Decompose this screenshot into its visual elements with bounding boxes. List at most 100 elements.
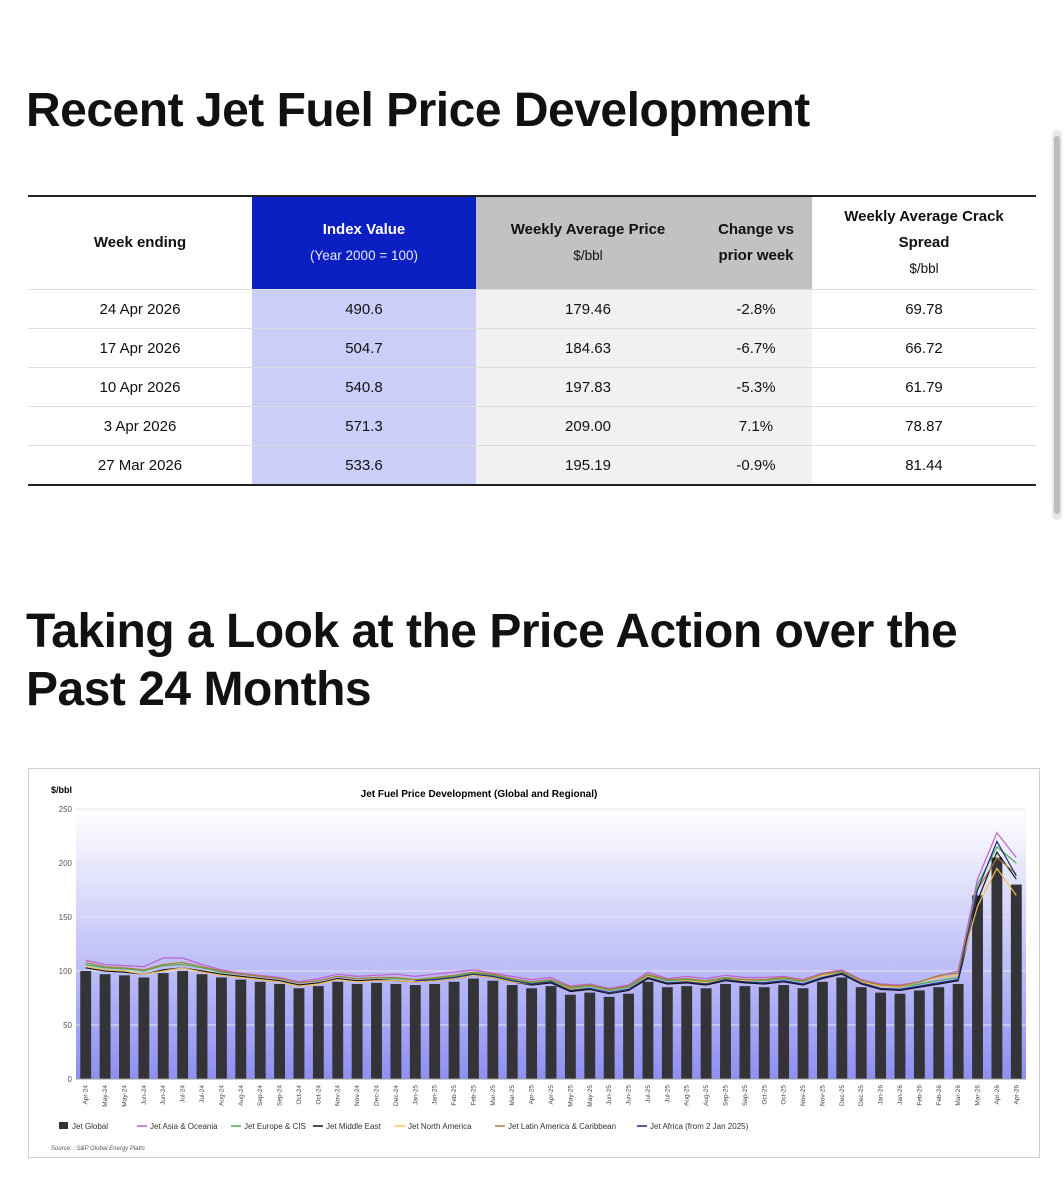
bar xyxy=(913,990,925,1079)
y-tick-label: 0 xyxy=(68,1075,73,1084)
bar xyxy=(933,987,945,1079)
bar xyxy=(526,988,538,1079)
bar xyxy=(138,977,150,1079)
bar xyxy=(429,983,441,1079)
x-tick-label: Apr-26 xyxy=(1013,1085,1020,1105)
table-cell: 571.3 xyxy=(252,406,476,446)
bar xyxy=(506,985,518,1079)
y-axis-label: $/bbl xyxy=(51,785,72,795)
bar xyxy=(603,996,615,1079)
bar xyxy=(196,974,208,1079)
x-tick-label: Jan-26 xyxy=(878,1085,885,1105)
bar xyxy=(80,971,92,1079)
header-cell: Weekly Average Price $/bbl xyxy=(476,196,700,290)
bar xyxy=(875,992,887,1079)
bar xyxy=(1010,884,1022,1079)
x-tick-label: Feb-25 xyxy=(451,1085,458,1106)
bar xyxy=(952,983,964,1079)
table-cell: 78.87 xyxy=(812,406,1036,446)
x-tick-label: Nov-24 xyxy=(335,1085,342,1106)
x-tick-label: Sep-24 xyxy=(277,1085,284,1106)
x-tick-label: Apr-26 xyxy=(994,1085,1001,1105)
x-tick-label: Aug-25 xyxy=(684,1085,691,1106)
x-tick-label: Aug-24 xyxy=(218,1085,225,1106)
x-tick-label: Aug-24 xyxy=(238,1085,245,1106)
series-line xyxy=(85,850,1017,995)
bar xyxy=(545,986,557,1079)
x-tick-label: Jan-25 xyxy=(432,1085,439,1105)
series-line xyxy=(85,831,1017,989)
table-cell: 197.83 xyxy=(476,367,700,407)
x-tick-label: Jun-24 xyxy=(160,1085,167,1105)
table-cell: 533.6 xyxy=(252,445,476,485)
bar xyxy=(661,987,673,1079)
x-tick-label: Jan-25 xyxy=(412,1085,419,1105)
header-cell: Week ending xyxy=(28,196,252,290)
x-tick-label: Mar-25 xyxy=(490,1085,497,1106)
header-title: Week ending xyxy=(93,234,187,251)
x-tick-label: Dec-25 xyxy=(839,1085,846,1106)
x-tick-label: Jul-24 xyxy=(199,1085,206,1103)
x-tick-label: Jun-25 xyxy=(606,1085,613,1105)
y-tick-label: 100 xyxy=(59,967,73,976)
x-tick-label: Aug-25 xyxy=(703,1085,710,1106)
x-tick-label: Jun-25 xyxy=(626,1085,633,1105)
x-tick-label: Jul-24 xyxy=(180,1085,187,1103)
table-cell: 179.46 xyxy=(476,289,700,329)
table-cell: 3 Apr 2026 xyxy=(28,406,252,446)
header-title: Weekly Average Crack Spread xyxy=(844,208,1004,251)
bar xyxy=(991,857,1003,1079)
x-tick-label: May-24 xyxy=(102,1085,109,1107)
bar xyxy=(371,982,382,1079)
header-sub: $/bbl xyxy=(573,248,603,263)
bar xyxy=(778,985,790,1079)
header-title: Change vs prior week xyxy=(718,221,794,264)
chart: Jet Fuel Price Development (Global and R… xyxy=(28,768,1040,1158)
header-row: Week ending Index Value (Year 2000 = 100) W… xyxy=(28,196,1036,290)
header-title: Weekly Average Price xyxy=(510,221,666,238)
y-tick-label: 250 xyxy=(59,805,73,814)
header-cell: Change vs prior week xyxy=(700,196,812,290)
x-tick-label: May-25 xyxy=(587,1085,594,1107)
x-tick-label: Sep-24 xyxy=(257,1085,264,1106)
bar xyxy=(681,986,693,1079)
x-tick-label: Oct-25 xyxy=(761,1085,768,1105)
bar xyxy=(99,974,111,1079)
table-row: 17 Apr 2026 504.7 184.63 -6.7% 66.72 xyxy=(28,328,1036,368)
scroll-thumb[interactable] xyxy=(1054,136,1060,514)
bar xyxy=(409,985,421,1079)
table-row: 27 Mar 2026 533.6 195.19 -0.9% 81.44 xyxy=(28,445,1036,485)
x-tick-label: Jan-26 xyxy=(897,1085,904,1105)
x-tick-label: May-24 xyxy=(121,1085,128,1107)
bar xyxy=(564,994,576,1079)
x-tick-label: Nov-24 xyxy=(354,1085,361,1106)
x-tick-label: Mar-26 xyxy=(975,1085,982,1106)
bar xyxy=(487,980,499,1079)
legend-label: Jet Asia & Oceania xyxy=(150,1122,218,1131)
bar xyxy=(855,987,867,1079)
table-cell: -0.9% xyxy=(700,445,812,485)
table-cell: 69.78 xyxy=(812,289,1036,329)
x-tick-label: Nov-25 xyxy=(819,1085,826,1106)
x-tick-label: Oct-24 xyxy=(315,1085,322,1105)
table-cell: 209.00 xyxy=(476,406,700,446)
bar xyxy=(312,986,324,1079)
bar xyxy=(157,973,169,1079)
bar xyxy=(739,986,751,1079)
chart-title: Jet Fuel Price Development (Global and R… xyxy=(361,789,598,800)
table-cell: -2.8% xyxy=(700,289,812,329)
scrollbar[interactable] xyxy=(1052,130,1062,520)
bar xyxy=(448,981,460,1079)
header-sub: (Year 2000 = 100) xyxy=(310,248,418,263)
bar xyxy=(119,975,130,1079)
table-cell: 24 Apr 2026 xyxy=(28,289,252,329)
bar xyxy=(177,971,189,1079)
table-cell: 7.1% xyxy=(700,406,812,446)
x-tick-label: Jun-24 xyxy=(141,1085,148,1105)
series-line xyxy=(415,840,1017,994)
x-tick-label: Sep-25 xyxy=(742,1085,749,1106)
table-body: 24 Apr 2026 490.6 179.46 -2.8% 69.78 17 Apr 2… xyxy=(28,289,1036,485)
heading: Recent Jet Fuel Price Development xyxy=(26,84,810,137)
table-cell: 184.63 xyxy=(476,328,700,368)
